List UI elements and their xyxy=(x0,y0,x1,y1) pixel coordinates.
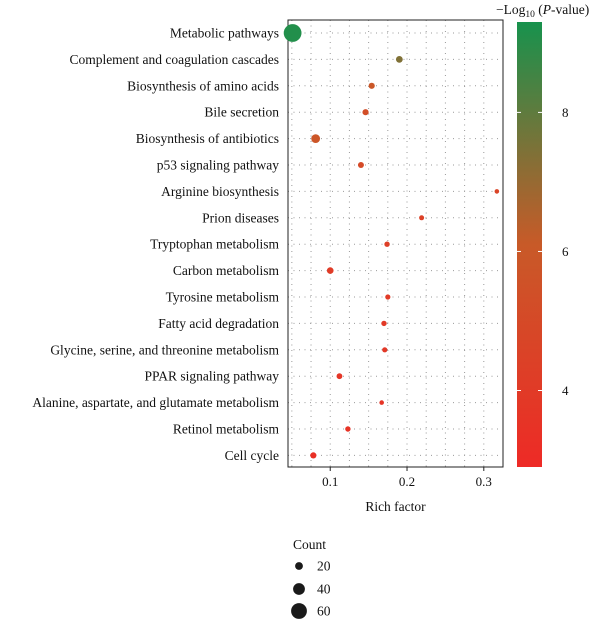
pathway-label: Cell cycle xyxy=(225,448,279,463)
size-legend-dot xyxy=(293,583,305,595)
colorbar-tick-label: 6 xyxy=(562,244,569,259)
data-point xyxy=(357,162,364,168)
colorbar-title: −Log10 (P-value) xyxy=(496,2,589,20)
pathway-label: Retinol metabolism xyxy=(173,422,280,437)
data-point xyxy=(384,241,390,247)
pathway-label: Arginine biosynthesis xyxy=(161,184,279,199)
pathway-label: Tryptophan metabolism xyxy=(150,237,279,252)
size-legend-label: 60 xyxy=(317,604,331,619)
colorbar-ticks: 4 6 8 xyxy=(517,105,569,398)
size-legend-dot xyxy=(291,603,307,619)
data-point xyxy=(368,82,375,89)
data-point xyxy=(326,267,334,274)
data-point xyxy=(283,24,302,42)
size-legend: 20 40 60 xyxy=(291,559,331,619)
size-legend-label: 20 xyxy=(317,559,331,574)
pathway-label: p53 signaling pathway xyxy=(157,158,279,173)
pathway-label: PPAR signaling pathway xyxy=(144,369,279,384)
pathway-label: Bile secretion xyxy=(204,105,279,120)
colorbar-tick-label: 8 xyxy=(562,105,569,120)
size-legend-label: 40 xyxy=(317,582,331,597)
data-point xyxy=(311,134,321,144)
x-tick-label: 0.3 xyxy=(476,474,492,489)
colorbar-tick-label: 4 xyxy=(562,383,569,398)
data-point xyxy=(419,215,425,221)
pathway-label: Metabolic pathways xyxy=(170,26,279,41)
pathway-label: Alanine, aspartate, and glutamate metabo… xyxy=(32,395,279,410)
x-axis-ticks: 0.1 0.2 0.3 xyxy=(322,467,492,489)
colorbar xyxy=(517,22,542,467)
data-point xyxy=(310,452,317,459)
grid-lines xyxy=(288,20,503,467)
pathway-label: Carbon metabolism xyxy=(173,263,280,278)
data-point xyxy=(379,400,384,405)
data-point xyxy=(395,56,403,63)
pathway-labels: Metabolic pathways Complement and coagula… xyxy=(32,26,279,463)
pathway-label: Fatty acid degradation xyxy=(158,316,279,331)
data-point xyxy=(385,294,391,300)
data-points xyxy=(283,24,500,459)
x-tick-label: 0.2 xyxy=(399,474,415,489)
pathway-label: Tyrosine metabolism xyxy=(166,290,280,305)
pathway-label: Biosynthesis of amino acids xyxy=(127,78,279,93)
x-tick-label: 0.1 xyxy=(322,474,338,489)
plot-frame xyxy=(287,19,504,468)
pathway-label: Complement and coagulation cascades xyxy=(69,52,279,67)
data-point xyxy=(494,189,500,194)
data-point xyxy=(336,373,343,380)
size-legend-dot xyxy=(295,562,303,570)
pathway-label: Prion diseases xyxy=(202,210,279,225)
pathway-label: Glycine, serine, and threonine metabolis… xyxy=(50,342,279,357)
data-point xyxy=(381,320,387,327)
data-point xyxy=(345,426,351,432)
data-point xyxy=(382,347,388,353)
x-axis-title: Rich factor xyxy=(365,499,426,514)
data-point xyxy=(362,109,369,116)
pathway-label: Biosynthesis of antibiotics xyxy=(136,131,279,146)
size-legend-title: Count xyxy=(293,537,326,552)
